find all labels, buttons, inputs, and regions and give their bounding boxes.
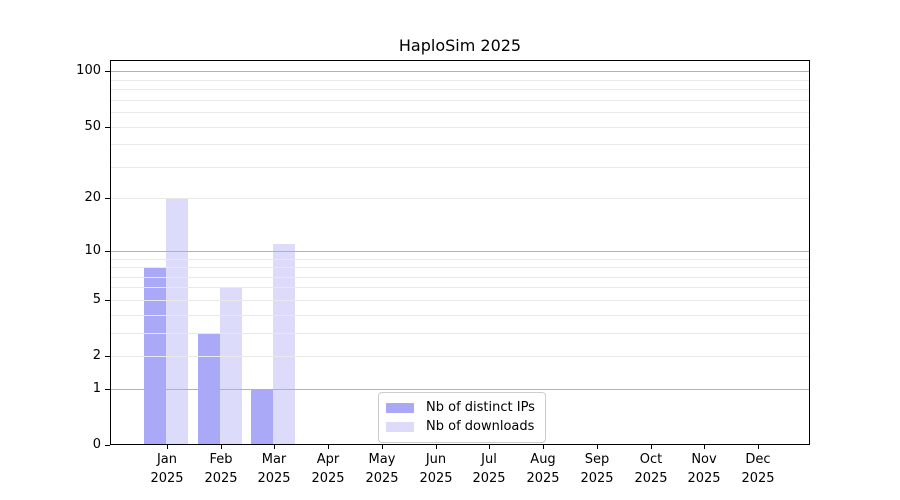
- y-tick-label-5: 5: [92, 292, 101, 307]
- x-tick-month: Apr: [316, 452, 340, 467]
- x-tick-month: May: [368, 452, 396, 467]
- x-tick-label-feb: Feb 2025: [191, 450, 251, 488]
- x-tick-label-sep: Sep 2025: [567, 450, 627, 488]
- x-tick-mark-feb: [221, 445, 222, 449]
- x-tick-month: Jul: [481, 452, 497, 467]
- x-tick-label-aug: Aug 2025: [513, 450, 573, 488]
- y-tick-label-20: 20: [84, 190, 101, 205]
- y-tick-mark-5: [105, 300, 110, 301]
- legend-label-distinct-ips: Nb of distinct IPs: [426, 400, 535, 415]
- x-tick-month: Sep: [584, 452, 610, 467]
- x-tick-mark-sep: [597, 445, 598, 449]
- x-tick-mark-jan: [167, 445, 168, 449]
- x-tick-month: Dec: [745, 452, 771, 467]
- x-tick-mark-dec: [758, 445, 759, 449]
- gridline-minor-50: [111, 127, 809, 128]
- x-tick-year: 2025: [687, 471, 721, 486]
- x-tick-label-jul: Jul 2025: [459, 450, 519, 488]
- y-tick-mark-0: [105, 445, 110, 446]
- y-tick-label-2: 2: [92, 348, 101, 363]
- bar-downloads-mar: [273, 243, 296, 445]
- x-tick-mark-jul: [489, 445, 490, 449]
- gridline-minor-40: [111, 144, 809, 145]
- x-tick-year: 2025: [472, 471, 506, 486]
- gridline-minor-2: [111, 356, 809, 357]
- legend-label-downloads: Nb of downloads: [426, 419, 535, 434]
- x-tick-label-mar: Mar 2025: [244, 450, 304, 488]
- x-tick-year: 2025: [526, 471, 560, 486]
- gridline-major-10: [111, 251, 809, 252]
- x-tick-year: 2025: [204, 471, 238, 486]
- x-tick-mark-mar: [274, 445, 275, 449]
- bar-downloads-feb: [219, 287, 242, 445]
- x-tick-mark-aug: [543, 445, 544, 449]
- x-tick-month: Jun: [425, 452, 447, 467]
- x-tick-year: 2025: [419, 471, 453, 486]
- gridline-minor-4: [111, 315, 809, 316]
- gridline-minor-20: [111, 198, 809, 199]
- gridline-major-1: [111, 389, 809, 390]
- gridline-minor-30: [111, 167, 809, 168]
- x-tick-mark-may: [382, 445, 383, 449]
- legend: Nb of distinct IPs Nb of downloads: [378, 392, 546, 443]
- x-tick-label-may: May 2025: [352, 450, 412, 488]
- x-tick-month: Jan: [156, 452, 178, 467]
- x-tick-year: 2025: [741, 471, 775, 486]
- x-tick-label-apr: Apr 2025: [298, 450, 358, 488]
- x-tick-month: Mar: [261, 452, 287, 467]
- bar-distinct-ips-feb: [197, 332, 220, 445]
- gridline-minor-80: [111, 89, 809, 90]
- y-tick-mark-10: [105, 251, 110, 252]
- x-tick-label-oct: Oct 2025: [621, 450, 681, 488]
- bar-distinct-ips-mar: [251, 388, 274, 445]
- gridline-minor-8: [111, 267, 809, 268]
- x-tick-label-nov: Nov 2025: [674, 450, 734, 488]
- x-tick-mark-nov: [704, 445, 705, 449]
- gridline-minor-5: [111, 300, 809, 301]
- gridline-minor-7: [111, 277, 809, 278]
- y-tick-mark-50: [105, 127, 110, 128]
- gridline-minor-6: [111, 287, 809, 288]
- gridline-minor-90: [111, 80, 809, 81]
- gridline-minor-9: [111, 259, 809, 260]
- legend-swatch-downloads: [386, 421, 414, 432]
- y-tick-mark-100: [105, 71, 110, 72]
- x-tick-month: Oct: [639, 452, 663, 467]
- gridline-minor-3: [111, 333, 809, 334]
- x-tick-month: Nov: [691, 452, 717, 467]
- gridline-minor-70: [111, 100, 809, 101]
- y-tick-mark-1: [105, 389, 110, 390]
- legend-item-distinct-ips: Nb of distinct IPs: [386, 398, 535, 417]
- x-tick-year: 2025: [580, 471, 614, 486]
- legend-swatch-distinct-ips: [386, 402, 414, 413]
- gridline-minor-60: [111, 112, 809, 113]
- bar-downloads-jan: [166, 198, 188, 445]
- x-tick-year: 2025: [257, 471, 291, 486]
- x-tick-label-jun: Jun 2025: [406, 450, 466, 488]
- chart-title: HaploSim 2025: [398, 36, 522, 55]
- x-tick-label-dec: Dec 2025: [728, 450, 788, 488]
- legend-item-downloads: Nb of downloads: [386, 417, 535, 436]
- x-tick-mark-oct: [651, 445, 652, 449]
- y-tick-label-50: 50: [84, 119, 101, 134]
- x-tick-month: Aug: [530, 452, 556, 467]
- y-tick-mark-20: [105, 198, 110, 199]
- y-tick-label-0: 0: [92, 437, 101, 452]
- x-tick-mark-apr: [328, 445, 329, 449]
- x-tick-month: Feb: [209, 452, 233, 467]
- y-tick-label-1: 1: [92, 381, 101, 396]
- y-tick-mark-2: [105, 356, 110, 357]
- y-tick-label-100: 100: [76, 63, 101, 78]
- x-tick-year: 2025: [634, 471, 668, 486]
- x-tick-label-jan: Jan 2025: [137, 450, 197, 488]
- x-tick-year: 2025: [311, 471, 345, 486]
- x-tick-mark-jun: [436, 445, 437, 449]
- gridline-major-100: [111, 71, 809, 72]
- y-tick-label-10: 10: [84, 243, 101, 258]
- x-tick-year: 2025: [150, 471, 184, 486]
- x-tick-year: 2025: [365, 471, 399, 486]
